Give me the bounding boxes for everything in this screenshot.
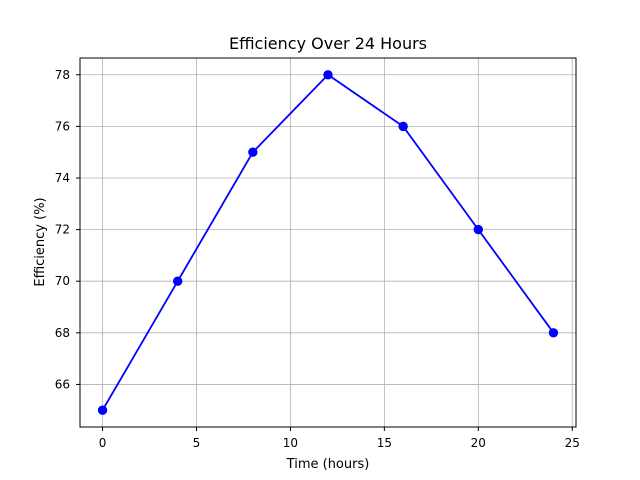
y-tick-label: 68 (55, 326, 70, 340)
efficiency-data-point (97, 405, 108, 415)
y-tick-label: 70 (55, 274, 70, 288)
plot-area (80, 58, 576, 427)
x-tick-label: 25 (565, 436, 580, 450)
x-tick-label: 15 (377, 436, 392, 450)
plot-frame (79, 57, 577, 428)
efficiency-data-point (473, 224, 484, 235)
grid-layer (80, 58, 576, 427)
x-axis-label: Time (hours) (286, 457, 370, 472)
efficiency-data-point (398, 121, 408, 132)
x-tick-label: 10 (283, 436, 298, 450)
x-tick-label: 5 (193, 436, 201, 450)
efficiency-data-point (548, 328, 559, 338)
series-layer (97, 70, 559, 415)
y-tick-label: 72 (55, 223, 70, 237)
x-tick-label: 0 (99, 436, 107, 450)
y-tick-label: 74 (55, 171, 70, 185)
efficiency-data-point (172, 276, 183, 286)
axes-layer: 0 5 10 15 20 25 66 68 70 72 74 76 78 (55, 57, 580, 450)
y-tick-label: 76 (55, 119, 70, 133)
x-tick-label: 20 (471, 436, 486, 450)
y-tick-label: 78 (55, 68, 70, 82)
efficiency-data-point (248, 147, 258, 157)
efficiency-data-point (323, 70, 333, 80)
y-tick-label: 66 (55, 377, 70, 391)
chart-title: Efficiency Over 24 Hours (229, 34, 427, 53)
y-axis-label: Efficiency (%) (33, 197, 48, 286)
